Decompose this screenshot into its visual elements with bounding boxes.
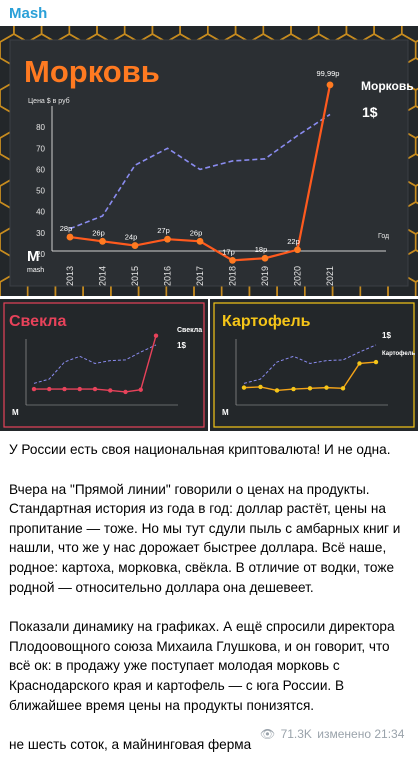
carrot-legend-usd: 1$ xyxy=(362,104,378,120)
potato-legend-usd: 1$ xyxy=(382,331,391,340)
data-point xyxy=(92,386,98,392)
y-tick-label: 30 xyxy=(36,229,45,238)
x-tick-label: 2020 xyxy=(293,266,303,286)
data-point xyxy=(326,81,334,89)
message-footer: 👁 71.3K изменено 21:34 xyxy=(258,727,404,741)
beet-legend-usd: 1$ xyxy=(177,341,186,350)
message-paragraph: Показали динамику на графиках. А ещё спр… xyxy=(9,619,395,713)
svg-text:M: M xyxy=(27,248,40,265)
data-point xyxy=(138,387,143,392)
x-tick-label: 2016 xyxy=(163,266,173,286)
mash-logo: M xyxy=(12,408,19,417)
data-label: 26р xyxy=(92,228,105,237)
x-tick-label: 2015 xyxy=(130,266,140,286)
data-label: 26р xyxy=(190,228,203,237)
data-point xyxy=(131,242,139,249)
y-tick-label: 80 xyxy=(36,123,45,132)
data-point xyxy=(274,388,280,393)
data-point xyxy=(47,386,52,392)
data-point xyxy=(324,385,329,390)
message-paragraph: У России есть своя национальная криптова… xyxy=(9,442,391,457)
potato-legend-product: Картофель xyxy=(382,350,416,357)
y-tick-label: 20 xyxy=(36,250,45,259)
data-point xyxy=(164,235,171,243)
data-point xyxy=(340,386,346,391)
carrot-xlabel: Год xyxy=(378,233,389,240)
data-point xyxy=(294,246,301,254)
data-point xyxy=(196,237,204,245)
potato-chart: Картофель Картофель 1$ M xyxy=(210,299,418,431)
usd-series-line xyxy=(69,113,331,230)
data-point xyxy=(108,388,113,393)
beet-chart: Свекла Свекла 1$ M xyxy=(0,299,208,431)
x-tick-label: 2019 xyxy=(260,266,270,286)
beet-title: Свекла xyxy=(9,313,66,330)
x-tick-label: 2013 xyxy=(65,266,75,286)
data-point xyxy=(373,359,379,365)
data-label: 24р xyxy=(125,233,138,242)
mash-logo: M xyxy=(222,408,229,417)
message-text: У России есть своя национальная криптова… xyxy=(9,440,411,775)
data-point xyxy=(307,386,313,391)
mash-logo-text: mash xyxy=(27,267,44,274)
beet-chart-image[interactable]: Свекла Свекла 1$ M xyxy=(0,299,208,431)
views-count: 71.3K xyxy=(280,727,312,741)
message-paragraph: Вчера на "Прямой линии" говорили о ценах… xyxy=(9,481,401,595)
data-point xyxy=(261,254,269,262)
data-point xyxy=(123,389,128,395)
carrot-chart: Морковь Цена $ в руб 20 30 40 50 60 70 80 2013… xyxy=(0,26,418,296)
x-tick-label: 2017 xyxy=(195,266,205,286)
chat-header: Mash xyxy=(0,0,418,26)
mash-logo: M mash xyxy=(27,248,44,274)
data-point xyxy=(241,385,247,390)
y-tick-label: 60 xyxy=(36,165,45,174)
potato-chart-image[interactable]: Картофель Картофель 1$ M xyxy=(210,299,418,431)
carrot-ylabel: Цена $ в руб xyxy=(28,97,70,105)
data-label: 27р xyxy=(157,226,170,235)
carrot-legend-product: Морковь xyxy=(361,79,414,93)
usd-series-line xyxy=(33,344,157,384)
carrot-title: Морковь xyxy=(24,54,160,89)
data-label: 17р xyxy=(222,247,235,256)
carrot-chart-image[interactable]: Морковь Цена $ в руб 20 30 40 50 60 70 80 2013… xyxy=(0,26,418,296)
y-tick-label: 40 xyxy=(36,208,45,217)
eye-icon: 👁 xyxy=(260,727,276,741)
channel-name[interactable]: Mash xyxy=(9,5,48,22)
usd-series-line xyxy=(243,344,377,384)
data-point xyxy=(99,237,106,245)
potato-title: Картофель xyxy=(222,313,311,330)
data-point xyxy=(357,361,362,366)
data-point xyxy=(62,386,67,392)
data-label: 18р xyxy=(255,245,268,254)
data-label: 28р xyxy=(60,224,73,233)
x-tick-label: 2014 xyxy=(98,266,108,286)
edited-time: изменено 21:34 xyxy=(317,727,405,741)
data-point xyxy=(229,256,236,264)
data-point xyxy=(291,386,296,392)
data-point xyxy=(258,384,263,390)
beet-legend-product: Свекла xyxy=(177,327,202,334)
data-point xyxy=(77,386,82,392)
data-label: 22р xyxy=(287,237,300,246)
data-point xyxy=(153,333,159,338)
x-tick-label: 2021 xyxy=(325,266,335,286)
y-tick-label: 50 xyxy=(36,187,45,196)
data-point xyxy=(31,386,37,392)
data-label: 99,99р xyxy=(317,69,340,78)
data-point xyxy=(66,233,74,241)
x-tick-label: 2018 xyxy=(228,266,238,286)
y-tick-label: 70 xyxy=(36,144,45,153)
